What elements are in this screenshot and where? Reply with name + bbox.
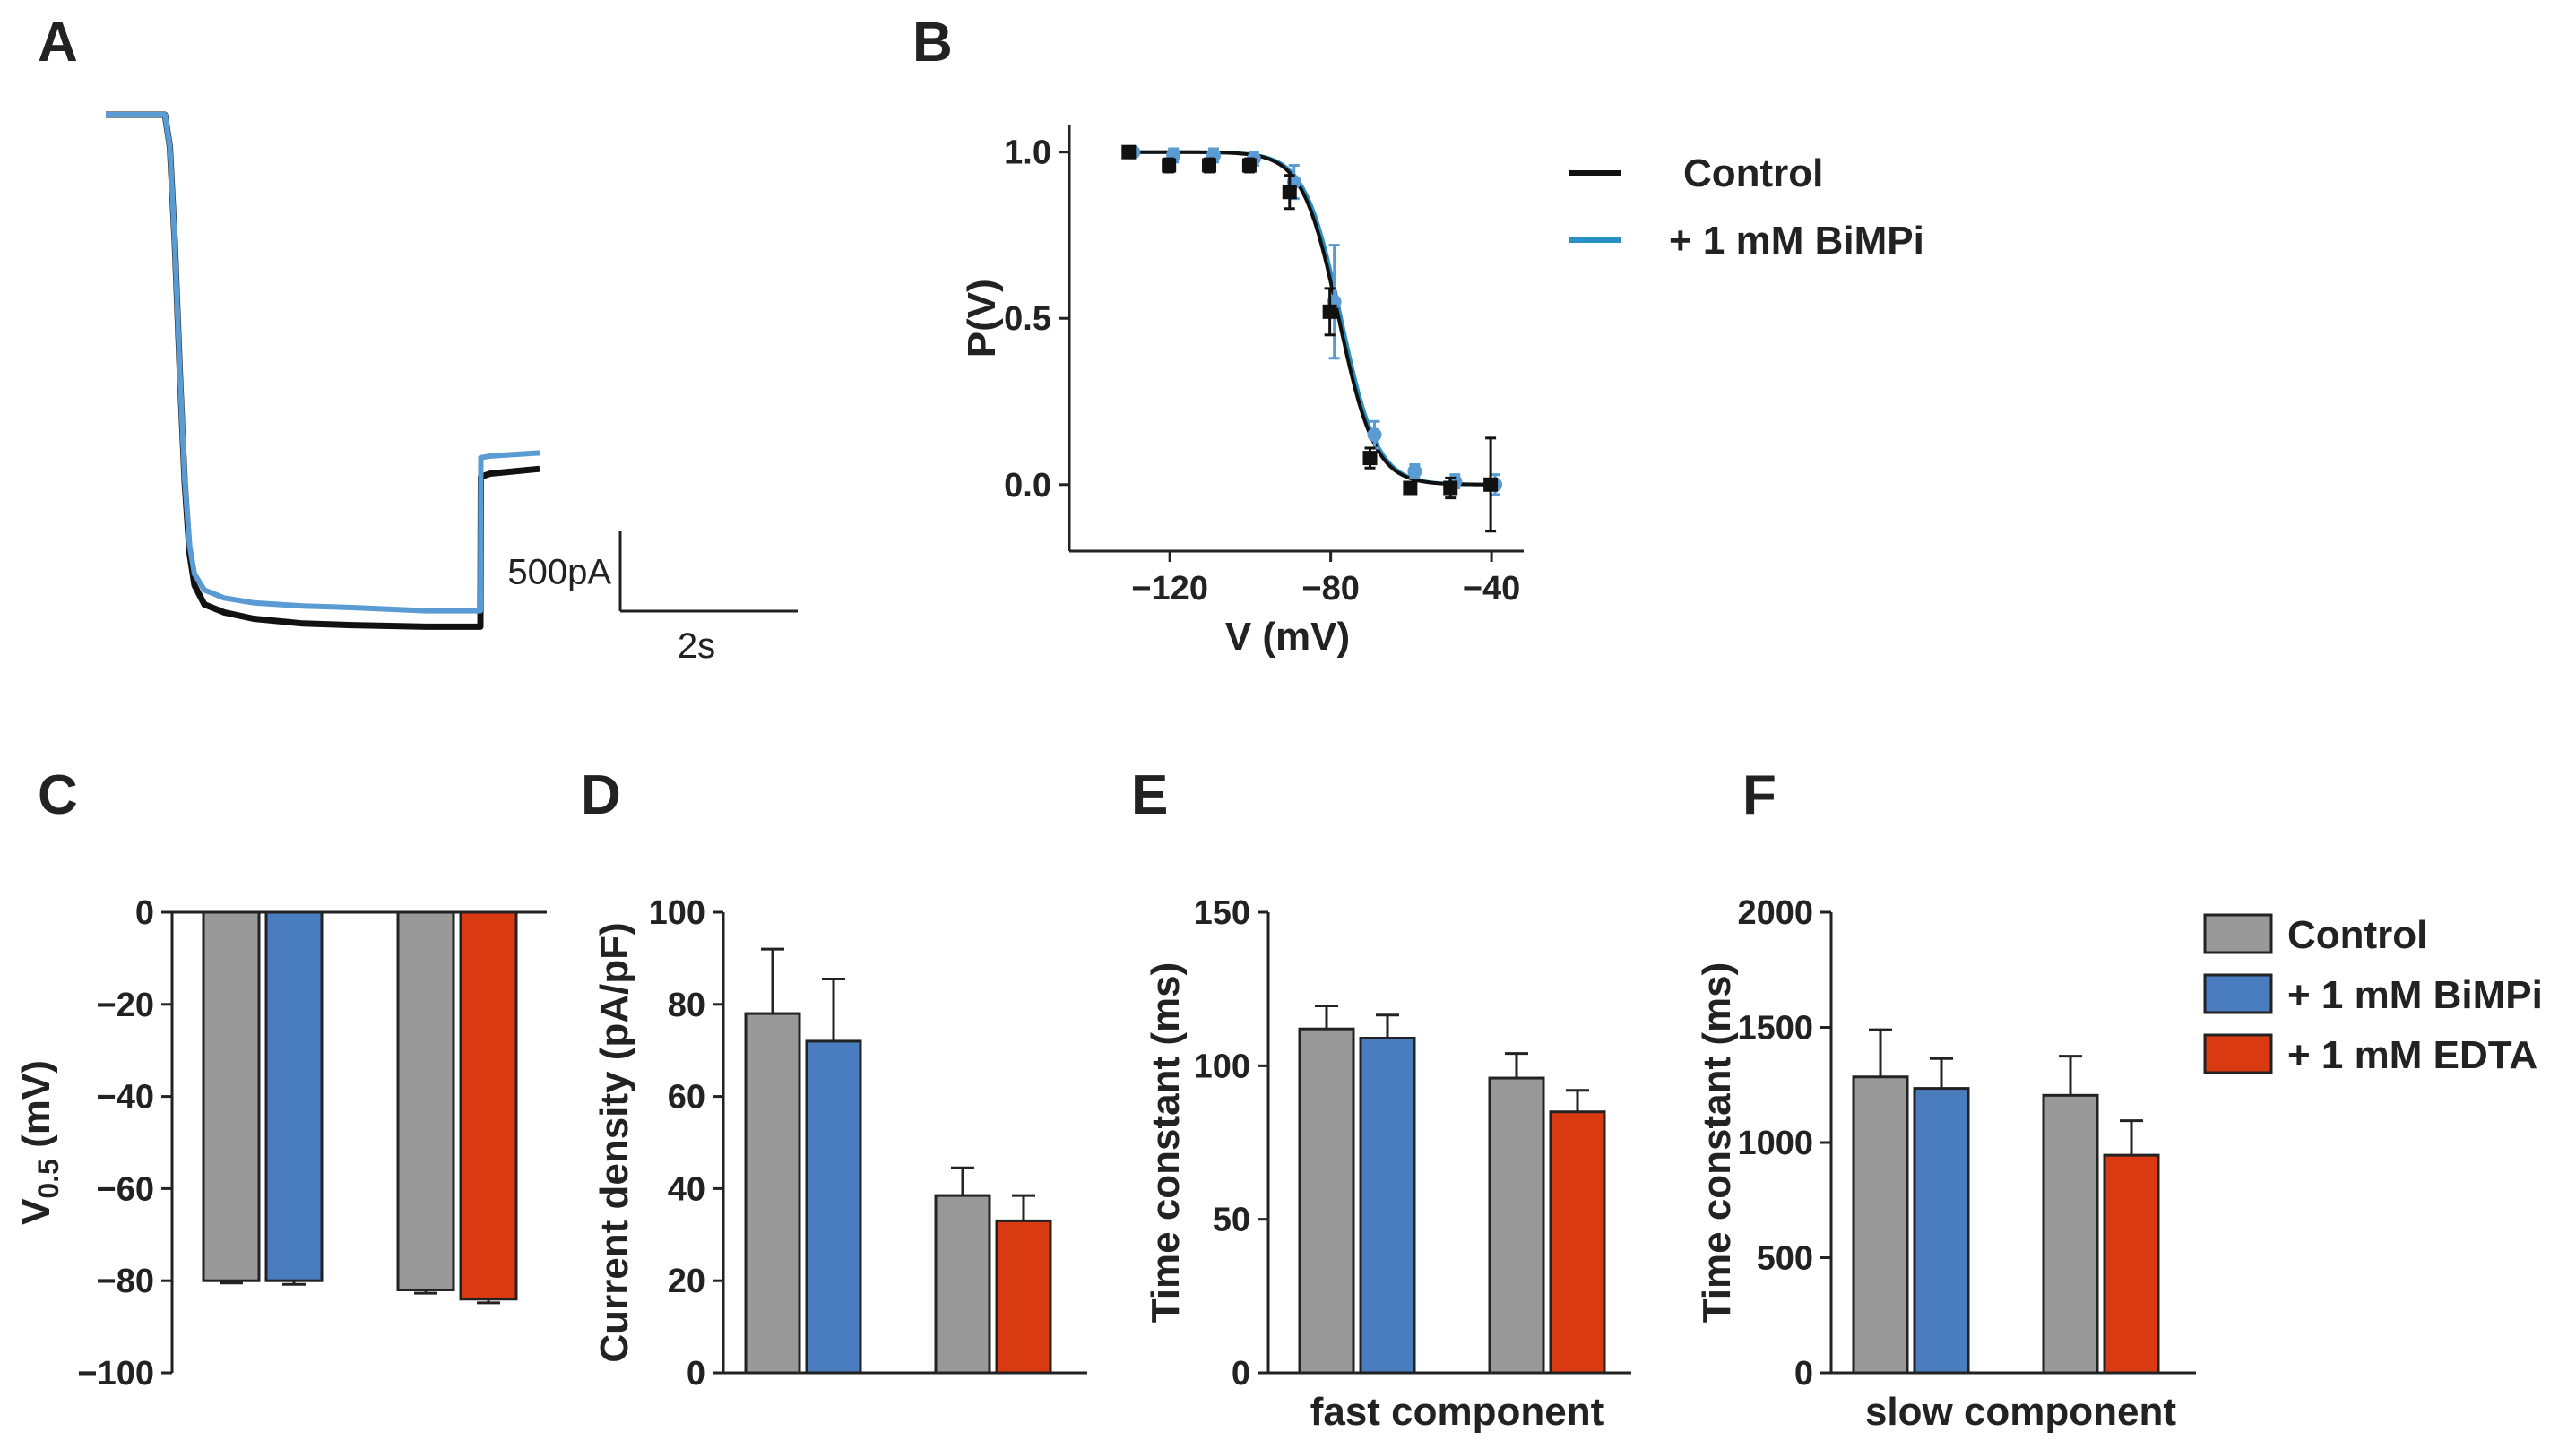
panel-e-letter: E — [1131, 764, 1168, 826]
bar-edta — [459, 910, 518, 1301]
y-tick-label: 80 — [668, 987, 705, 1024]
bar-control — [202, 910, 261, 1282]
y-tick-label: 100 — [1194, 1048, 1250, 1085]
y-tick-label: −20 — [97, 987, 154, 1024]
y-tick-label: 0.0 — [1004, 467, 1051, 505]
legend-swatch-bimpi — [2203, 973, 2273, 1014]
bar-bimpi — [805, 1039, 862, 1375]
bar-bimpi — [1359, 1036, 1416, 1375]
trace-bimpi — [106, 112, 540, 614]
bar-edta — [995, 1219, 1052, 1375]
y-axis-label: Time constant (ms) — [1695, 962, 1739, 1324]
y-axis-label-main: V — [14, 1198, 58, 1225]
data-point-bimpi — [1407, 463, 1422, 479]
y-tick-label: 0 — [1232, 1355, 1250, 1393]
bar-control — [2042, 1093, 2099, 1375]
panel-f-letter: F — [1742, 764, 1776, 826]
legend-label: + 1 mM EDTA — [2287, 1033, 2537, 1077]
bar-bimpi — [1913, 1087, 1970, 1375]
panel-b-letter: B — [912, 12, 953, 73]
y-tick-label: −40 — [97, 1079, 154, 1117]
legend-label: + 1 mM BiMPi — [2287, 973, 2543, 1017]
y-tick-label: 50 — [1213, 1202, 1250, 1239]
scale-bar-time-label: 2s — [678, 626, 715, 666]
x-axis-label: fast component — [1310, 1390, 1604, 1434]
bar-control — [396, 910, 455, 1291]
scale-bar-current-label: 500pA — [507, 553, 611, 592]
legend-swatch-edta — [2203, 1033, 2273, 1074]
data-point-control — [1322, 304, 1337, 319]
x-tick-label: −120 — [1131, 570, 1208, 608]
y-tick-label: 2000 — [1737, 894, 1813, 932]
bar-edta — [1549, 1110, 1606, 1375]
y-axis-label-subscript: 0.5 — [32, 1159, 65, 1198]
data-point-control — [1282, 185, 1297, 200]
legend-label: Control — [2287, 913, 2427, 957]
panel-a-current-traces: 500pA 2s — [106, 111, 798, 666]
panel-c-letter: C — [38, 764, 78, 826]
panel-f-slow-tau-bars: 0 500 1000 1500 2000 Time constant (ms) slow c… — [1695, 894, 2543, 1434]
data-point-control — [1241, 158, 1257, 173]
x-axis-label: slow component — [1865, 1390, 2176, 1434]
bar-control — [1488, 1076, 1545, 1375]
y-tick-label: 0 — [1794, 1355, 1813, 1393]
bar-bimpi — [264, 910, 324, 1282]
bar-control — [1298, 1027, 1355, 1375]
y-tick-label: 20 — [668, 1263, 705, 1300]
y-tick-label: 60 — [668, 1079, 705, 1117]
x-tick-label: −40 — [1463, 570, 1520, 608]
y-tick-label: 150 — [1194, 894, 1250, 932]
data-point-bimpi — [1367, 427, 1382, 443]
y-axis-label: V0.5 (mV) — [14, 1060, 65, 1225]
fit-curve-bimpi — [1129, 150, 1500, 487]
y-tick-label: 0 — [135, 894, 154, 932]
data-point-control — [1483, 477, 1499, 492]
y-tick-label: −60 — [97, 1170, 154, 1208]
y-tick-label: −100 — [77, 1355, 154, 1393]
y-tick-label: 40 — [668, 1170, 705, 1208]
data-point-control — [1162, 158, 1177, 173]
bar-control — [744, 1012, 801, 1375]
legend-label: Control — [1683, 151, 1823, 195]
panel-b-activation-curve: 0.0 0.5 1.0 −120 −80 −40 V (mV) P(V) Control + 1 … — [960, 125, 1924, 659]
data-point-control — [1362, 451, 1378, 466]
panel-a-letter: A — [38, 12, 78, 73]
panel-d-current-density-bars: 0 20 40 60 80 100 Current density (pA/pF) — [592, 894, 1087, 1393]
y-axis-label: Current density (pA/pF) — [592, 922, 636, 1362]
legend-swatch-control — [2203, 913, 2273, 954]
y-tick-label: 100 — [649, 894, 705, 932]
bar-control — [1852, 1075, 1909, 1375]
data-point-control — [1202, 158, 1217, 173]
y-tick-label: 1.0 — [1004, 134, 1051, 172]
y-tick-label: −80 — [97, 1263, 154, 1300]
y-axis-label-unit: (mV) — [14, 1060, 58, 1159]
data-point-control — [1443, 480, 1458, 496]
fit-curve-control — [1129, 150, 1500, 487]
data-point-control — [1121, 144, 1137, 160]
data-point-control — [1403, 480, 1418, 496]
bar-control — [934, 1194, 991, 1375]
bar-edta — [2103, 1153, 2160, 1375]
y-tick-label: 1500 — [1737, 1010, 1813, 1048]
x-tick-label: −80 — [1301, 570, 1359, 608]
y-axis-label: Time constant (ms) — [1144, 962, 1188, 1324]
legend-label: + 1 mM BiMPi — [1669, 219, 1924, 263]
x-axis-label: V (mV) — [1225, 615, 1350, 659]
panel-d-letter: D — [581, 764, 621, 826]
y-tick-label: 0.5 — [1004, 300, 1051, 338]
y-tick-label: 0 — [687, 1355, 705, 1393]
y-tick-label: 500 — [1757, 1240, 1813, 1278]
panel-c-vhalf-bars: 0 −20 −40 −60 −80 −100 V0.5 (mV) — [14, 894, 547, 1393]
y-tick-label: 1000 — [1737, 1125, 1813, 1162]
y-axis-label: P(V) — [960, 279, 1004, 358]
